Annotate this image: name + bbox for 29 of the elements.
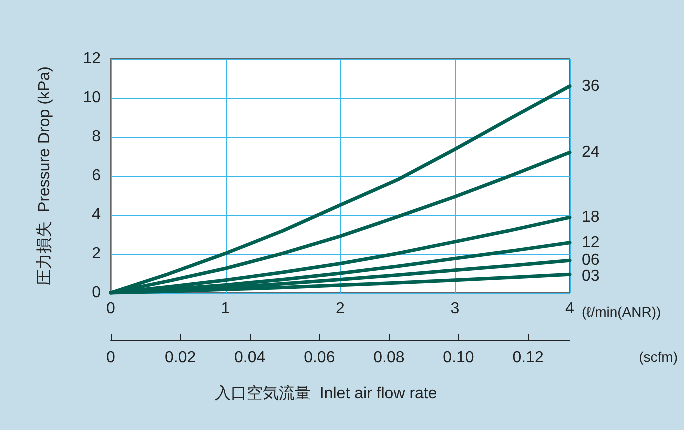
- series-label: 18: [582, 209, 600, 226]
- x2-tick-label: 0.04: [234, 350, 266, 366]
- series-label: 36: [582, 78, 600, 95]
- series-label: 06: [582, 252, 600, 270]
- series-label: 03: [582, 268, 600, 286]
- y-axis-title: 圧力損失 Pressure Drop (kPa): [36, 66, 54, 286]
- x2-axis-title: (scfm): [639, 349, 678, 365]
- y-tick-label: 2: [92, 246, 102, 262]
- x-tick-label: 0: [106, 300, 116, 318]
- y-tick-label: 6: [92, 168, 102, 184]
- x-axis-title: 入口空気流量 Inlet air flow rate: [215, 384, 438, 402]
- x-tick-label: 4: [566, 300, 575, 318]
- x2-tick-label: 0: [106, 350, 116, 366]
- x2-tick-label: 0.02: [164, 350, 196, 366]
- y-tick-label: 4: [92, 206, 102, 224]
- x-tick-label: 3: [450, 300, 460, 318]
- y-tick-label: 10: [83, 90, 102, 106]
- y-tick-label: 8: [92, 128, 102, 146]
- y-tick-label: 0: [92, 284, 102, 302]
- series-label: 24: [582, 144, 600, 162]
- x2-tick-label: 0.08: [374, 350, 405, 366]
- x2-tick-label: 0.10: [443, 350, 474, 366]
- x2-tick-label: 0.12: [512, 350, 544, 366]
- x-tick-label: 2: [336, 300, 346, 318]
- x2-tick-label: 0.06: [304, 350, 336, 366]
- series-label: 12: [582, 234, 600, 252]
- y-tick-label: 12: [83, 50, 102, 68]
- x-tick-label: 1: [221, 300, 230, 318]
- text: (ℓ/min(ANR)): [582, 304, 662, 320]
